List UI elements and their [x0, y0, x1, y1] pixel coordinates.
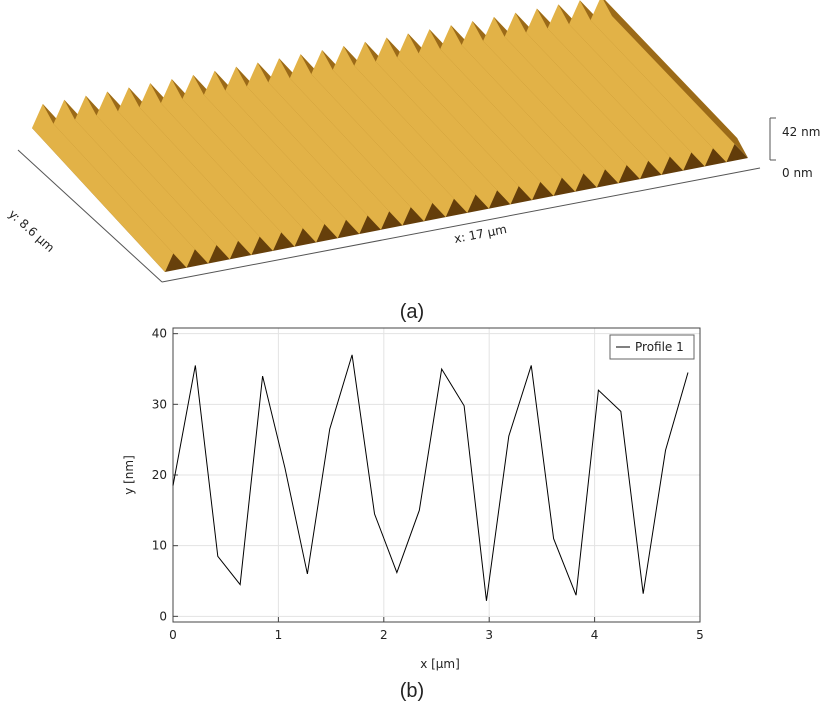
- ridge-lit: [53, 99, 198, 268]
- ridge-lit: [203, 70, 349, 239]
- y-tick-label: 10: [152, 539, 167, 553]
- caption-b: (b): [400, 680, 424, 702]
- ridge-lit: [397, 33, 543, 201]
- surface-x-axis: [161, 167, 761, 283]
- x-tick-label: 5: [696, 628, 704, 642]
- ridge-lit: [504, 12, 651, 180]
- surface-y-axis: [17, 149, 163, 283]
- ridge-lit: [526, 8, 673, 175]
- ridge-lit: [332, 45, 479, 213]
- ridge-lit: [569, 0, 716, 167]
- series-line: [172, 354, 689, 601]
- caption-a: (a): [400, 301, 424, 323]
- ridge-lit: [375, 37, 522, 205]
- ridge-lit: [354, 41, 500, 209]
- surface-y-label: y: 8.6 µm: [6, 207, 57, 255]
- ridge-lit: [139, 83, 284, 251]
- ridge-lit: [440, 25, 587, 192]
- ridge-lit: [590, 0, 738, 163]
- ridge-lit: [246, 62, 392, 230]
- x-tick-label: 4: [591, 628, 599, 642]
- ridge-lit: [418, 29, 565, 196]
- y-axis-label: y [nm]: [122, 455, 136, 495]
- ridge-lit: [547, 4, 695, 171]
- y-tick-label: 20: [152, 468, 167, 482]
- x-tick-label: 1: [275, 628, 283, 642]
- x-tick-label: 2: [380, 628, 388, 642]
- ridge-shade: [603, 0, 748, 158]
- ridge-lit: [268, 58, 414, 226]
- z-min-label: 0 nm: [782, 166, 813, 180]
- ridge-lit: [225, 66, 371, 234]
- y-tick-label: 0: [159, 609, 167, 623]
- x-tick-label: 0: [169, 628, 177, 642]
- ridge-lit: [160, 79, 306, 247]
- legend-label: Profile 1: [635, 340, 684, 354]
- ridge-lit: [289, 54, 435, 222]
- x-tick-label: 3: [485, 628, 493, 642]
- ridge-lit: [182, 74, 327, 243]
- ridge-lit: [483, 16, 630, 184]
- ridge-lit: [32, 103, 176, 272]
- ridge-lit: [461, 20, 608, 188]
- y-tick-label: 30: [152, 397, 167, 411]
- plot-frame: [172, 327, 701, 623]
- ridge-lit: [96, 91, 241, 260]
- ridge-lit: [311, 50, 457, 218]
- surface-image: [32, 0, 748, 272]
- ridge-lit: [117, 87, 263, 256]
- ridge-lit: [74, 95, 219, 264]
- x-axis-label: x [µm]: [420, 657, 460, 671]
- y-tick-label: 40: [152, 327, 167, 341]
- z-max-label: 42 nm: [782, 125, 820, 139]
- surface-x-label: x: 17 µm: [453, 222, 508, 246]
